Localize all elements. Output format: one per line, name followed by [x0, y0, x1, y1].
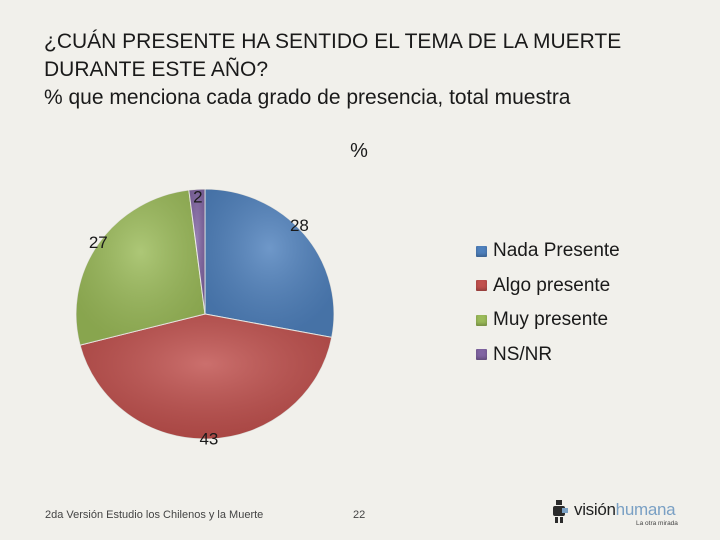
pie-label-nada-presente: 28: [290, 216, 309, 235]
footer-source: 2da Versión Estudio los Chilenos y la Mu…: [45, 509, 264, 521]
pie-labels: 28 43 27 2: [89, 188, 309, 449]
pie-label-muy-presente: 27: [89, 233, 108, 252]
legend-swatch-muy-presente: [476, 314, 487, 326]
logo-tagline: La otra mirada: [636, 520, 678, 527]
logo-word-humana: humana: [615, 500, 676, 519]
legend-label-algo-presente: Algo presente: [493, 274, 611, 296]
legend-label-muy-presente: Muy presente: [493, 309, 609, 331]
legend-label-ns-nr: NS/NR: [493, 343, 553, 365]
legend-item-nada-presente: Nada Presente: [476, 234, 620, 269]
pie-slice-shade-muy-presente: [75, 189, 205, 346]
slide-title: ¿CUÁN PRESENTE HA SENTIDO EL TEMA DE LA …: [44, 28, 694, 112]
pie-slice-shade-ns-nr: [188, 189, 205, 314]
pie-slice-shade-algo-presente: [80, 314, 332, 440]
pie-label-ns-nr: 2: [193, 188, 202, 207]
legend-swatch-ns-nr: [476, 349, 487, 361]
pie-label-algo-presente: 43: [199, 429, 218, 448]
title-line-1: ¿CUÁN PRESENTE HA SENTIDO EL TEMA DE LA …: [44, 30, 622, 53]
logo-mark-icon: [553, 500, 568, 523]
logo-word-vision: visión: [574, 500, 616, 519]
pie-slice-shade-nada-presente: [205, 189, 335, 338]
legend-item-ns-nr: NS/NR: [476, 338, 620, 373]
legend-swatch-algo-presente: [476, 280, 487, 292]
logo-wordmark: visiónhumana: [574, 500, 676, 520]
title-subtitle: % que menciona cada grado de presencia, …: [44, 86, 571, 109]
chart-title: %: [350, 140, 368, 162]
page-number: 22: [353, 509, 366, 521]
legend-item-algo-presente: Algo presente: [476, 269, 620, 304]
legend-item-muy-presente: Muy presente: [476, 303, 620, 338]
legend-swatch-nada-presente: [476, 245, 487, 257]
title-line-2: DURANTE ESTE AÑO?: [44, 58, 269, 81]
legend: Nada Presente Algo presente Muy presente NS…: [476, 234, 620, 372]
vision-humana-logo: visiónhumana La otra mirada: [552, 498, 692, 530]
pie-slices: [75, 188, 335, 440]
legend-label-nada-presente: Nada Presente: [493, 240, 620, 262]
